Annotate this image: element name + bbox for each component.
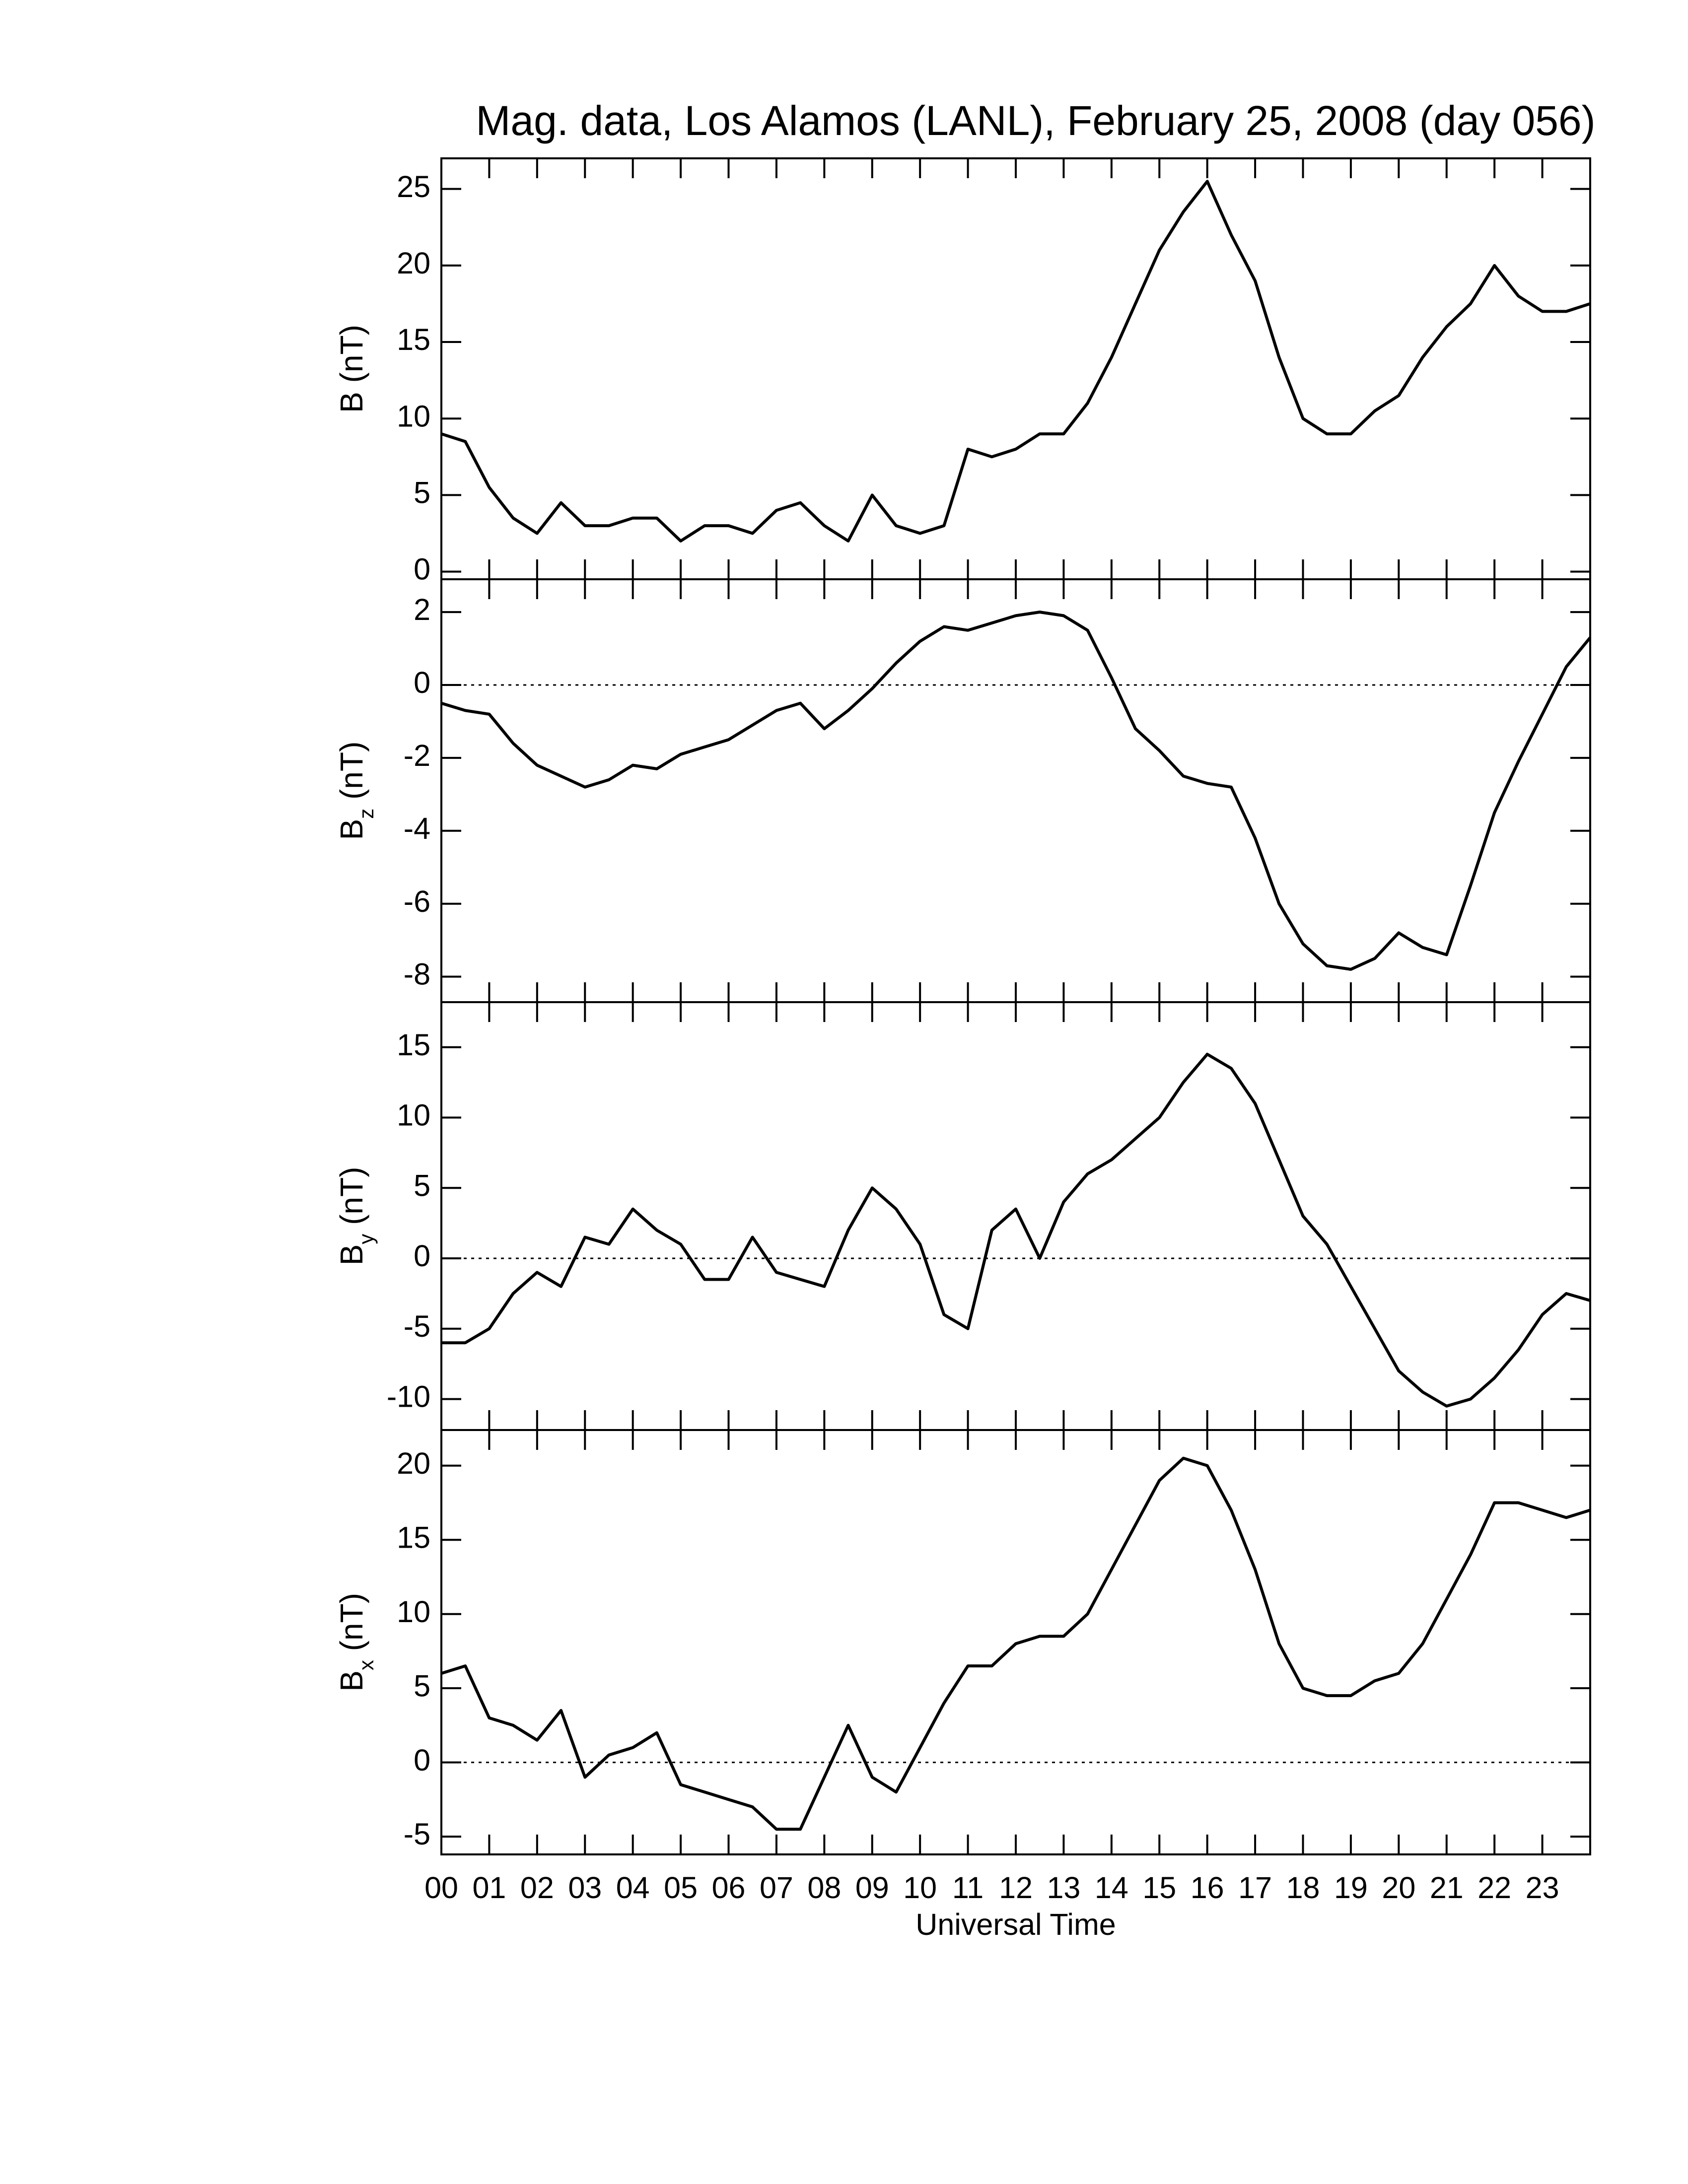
y-tick-label: 20: [397, 1446, 430, 1480]
x-tick-label: 23: [1526, 1871, 1559, 1905]
chart-title: Mag. data, Los Alamos (LANL), February 2…: [476, 97, 1595, 144]
plot-frame: [440, 157, 1591, 580]
x-tick-label: 21: [1430, 1871, 1464, 1905]
y-axis-label-part: (nT): [334, 1167, 369, 1234]
y-axis-label-part: y: [354, 1234, 378, 1244]
y-axis-label: B (nT): [334, 325, 369, 413]
plot-frame: [440, 578, 1591, 1003]
y-tick-label: -5: [404, 1817, 430, 1851]
x-tick-label: 12: [999, 1871, 1033, 1905]
x-tick-label: 16: [1191, 1871, 1224, 1905]
data-line: [441, 1456, 1591, 1831]
y-axis-label-part: B (nT): [334, 325, 369, 413]
x-tick-label: 13: [1047, 1871, 1080, 1905]
y-axis-label-part: x: [354, 1660, 378, 1670]
y-axis-label-part: (nT): [334, 1593, 369, 1660]
y-tick-label: 20: [397, 246, 430, 280]
x-tick-label: 14: [1095, 1871, 1128, 1905]
x-tick-label: 04: [616, 1871, 650, 1905]
y-tick-label: 0: [414, 666, 430, 699]
y-tick-label: 10: [397, 1098, 430, 1132]
x-tick-label: 07: [760, 1871, 793, 1905]
plot-frame: [440, 1429, 1591, 1855]
x-tick-label: 03: [568, 1871, 602, 1905]
x-tick-label: 06: [712, 1871, 746, 1905]
y-axis-label-part: B: [334, 1670, 369, 1692]
x-tick-label: 22: [1477, 1871, 1511, 1905]
y-tick-label: -8: [404, 957, 430, 991]
x-tick-label: 01: [472, 1871, 506, 1905]
x-tick-label: 17: [1238, 1871, 1272, 1905]
y-tick-label: 0: [414, 1743, 430, 1777]
data-line: [441, 180, 1591, 543]
y-tick-label: 15: [397, 1028, 430, 1062]
data-line: [441, 1052, 1591, 1408]
y-tick-label: 5: [414, 1669, 430, 1703]
y-tick-label: -5: [404, 1309, 430, 1343]
y-tick-label: 2: [414, 593, 430, 626]
x-tick-label: 05: [664, 1871, 698, 1905]
y-tick-label: -4: [404, 812, 430, 845]
x-tick-label: 08: [807, 1871, 841, 1905]
y-axis-label: Bz (nT): [334, 742, 378, 840]
y-axis-label-part: B: [334, 819, 369, 840]
x-tick-label: 15: [1142, 1871, 1176, 1905]
y-axis-label: By (nT): [334, 1167, 378, 1266]
y-tick-label: 10: [397, 1595, 430, 1629]
x-tick-label: 00: [424, 1871, 458, 1905]
y-tick-label: 15: [397, 323, 430, 356]
y-axis-label-part: z: [354, 809, 378, 819]
plot-frame: [440, 1001, 1591, 1431]
x-tick-label: 19: [1334, 1871, 1368, 1905]
y-tick-label: -2: [404, 739, 430, 772]
y-tick-label: 15: [397, 1520, 430, 1554]
x-tick-label: 10: [903, 1871, 937, 1905]
y-tick-label: 10: [397, 399, 430, 433]
y-tick-label: 0: [414, 552, 430, 586]
y-tick-label: 0: [414, 1239, 430, 1273]
y-axis-label: Bx (nT): [334, 1593, 378, 1692]
y-tick-label: -10: [387, 1380, 430, 1414]
y-tick-label: 5: [414, 476, 430, 510]
x-tick-label: 18: [1286, 1871, 1320, 1905]
x-axis-label: Universal Time: [915, 1908, 1116, 1941]
x-tick-label: 09: [855, 1871, 889, 1905]
x-tick-label: 20: [1382, 1871, 1415, 1905]
y-tick-label: -6: [404, 885, 430, 918]
y-axis-label-part: (nT): [334, 742, 369, 809]
data-line: [441, 611, 1592, 971]
y-tick-label: 25: [397, 170, 430, 204]
x-tick-label: 02: [520, 1871, 554, 1905]
x-tick-label: 11: [952, 1871, 984, 1905]
y-tick-label: 5: [414, 1168, 430, 1202]
y-axis-label-part: B: [334, 1244, 369, 1266]
